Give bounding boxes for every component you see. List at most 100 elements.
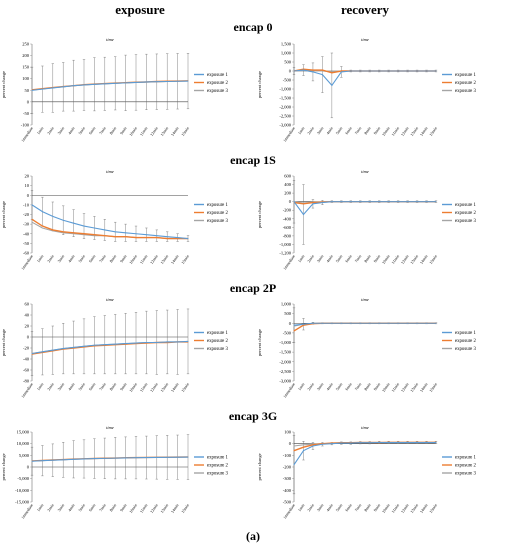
data-point-exposure-1 [388,322,390,324]
x-tick-label: 8min [363,126,372,136]
x-tick-label: 12min [149,126,159,137]
chart-encap2p-exposure: time 60 40 20 0 -20 -40 -60 -80 percent change imm… [1,297,229,398]
chart-encap3g-exposure: time 15,000 10,000 5,000 0 -5,000 -10,000 -15,0… [1,425,229,520]
data-point-exposure-1 [407,322,409,324]
y-axis-title: percent change [1,71,6,98]
y-tick-label: -600 [283,225,292,230]
data-point-exposure-1 [350,322,352,324]
y-axis-title: percent change [257,201,262,228]
y-tick-label: 0 [289,441,292,446]
data-point-exposure-1 [93,458,95,460]
x-tick-label: 7min [98,126,107,136]
y-tick-label: 15,000 [17,430,30,436]
x-tick-label: 10min [381,503,391,514]
x-tick-label: 7min [98,382,107,392]
legend-label-exposure-3: exposure 3 [207,219,229,224]
data-point-exposure-1 [83,458,85,460]
data-point-exposure-1 [187,238,189,240]
x-tick-label: 12min [149,382,159,393]
x-tick-label: 6min [344,254,353,264]
y-tick-label: -15,000 [15,500,30,506]
x-tick-label: immediate [282,382,296,399]
x-tick-label: 7min [98,254,107,264]
x-axis-title: time [106,37,114,42]
data-point-exposure-1 [331,443,333,445]
data-point-exposure-1 [73,458,75,460]
legend-label-exposure-3: exposure 3 [455,219,477,224]
x-tick-label: 14min [419,503,429,514]
y-tick-label: 5,000 [19,453,30,459]
data-point-exposure-1 [125,343,127,345]
data-point-exposure-1 [52,215,54,217]
x-tick-label: 4min [325,382,334,392]
y-tick-label: 250 [22,42,30,47]
y-tick-label: 150 [22,65,30,70]
data-point-exposure-1 [73,85,75,87]
series-line-exposure-1 [31,340,189,355]
chart-encap0-recovery: time 1,500 1,000 500 0 -500 -1,000 -1,500 -2,000… [257,37,477,142]
data-point-exposure-1 [416,442,418,443]
data-point-exposure-1 [388,70,390,72]
data-point-exposure-1 [135,233,137,235]
data-point-exposure-1 [350,70,352,72]
y-axis-title: percent change [1,201,6,228]
legend-label-exposure-3: exposure 3 [455,347,477,352]
data-point-exposure-3 [302,444,304,446]
x-tick-label: 11min [390,382,400,393]
data-point-exposure-1 [31,460,33,462]
x-tick-label: 4min [67,382,76,392]
y-tick-label: -30 [23,222,30,227]
y-tick-label: 500 [284,60,292,65]
series-line-exposure-1 [31,80,189,91]
data-point-exposure-1 [293,70,295,72]
data-point-exposure-1 [177,341,179,343]
data-point-exposure-1 [312,71,314,73]
x-tick-label: 9min [372,126,381,136]
x-tick-label: 13min [409,382,419,393]
series-line-exposure-1 [31,456,189,462]
data-point-exposure-1 [350,442,352,444]
data-point-exposure-1 [177,237,179,239]
x-tick-label: 5min [77,503,86,513]
x-tick-label: immediate [20,126,34,143]
y-tick-label: -20 [23,212,30,217]
series-line-exposure-3 [31,80,189,91]
data-point-exposure-1 [31,353,33,354]
x-tick-label: 11min [139,382,149,393]
x-tick-label: 11min [139,503,149,514]
y-tick-label: 0 [289,321,292,326]
data-point-exposure-2 [302,324,304,326]
x-tick-label: 1min [36,254,45,264]
data-point-exposure-1 [31,89,33,91]
data-point-exposure-1 [302,69,304,71]
x-tick-label: 5min [335,382,344,392]
legend-label-exposure-1: exposure 1 [455,73,477,78]
x-tick-label: 12min [149,503,159,514]
x-tick-label: 11min [390,503,400,514]
series-line-exposure-1 [293,201,436,216]
data-point-exposure-2 [83,233,85,235]
y-tick-label: -1,000 [279,242,291,248]
data-point-exposure-1 [369,70,371,72]
x-tick-label: 13min [409,254,419,265]
y-tick-label: -3,000 [279,379,291,385]
x-tick-label: 12min [400,254,410,265]
x-tick-label: 13min [409,503,419,514]
legend-label-exposure-1: exposure 1 [455,203,477,208]
chart-encap3g-recovery: time 100 0 -100 -200 -300 -400 -500 percent chan… [257,425,477,519]
x-tick-label: 10min [381,254,391,265]
data-point-exposure-2 [73,232,75,234]
x-tick-label: 3min [56,126,65,136]
data-point-exposure-1 [359,322,361,324]
x-axis-title: time [106,169,114,174]
data-point-exposure-2 [93,234,95,236]
y-tick-label: -10 [23,202,30,207]
data-point-exposure-1 [114,231,116,233]
x-axis-title: time [361,425,369,430]
y-tick-label: -1,500 [279,96,291,102]
x-tick-label: immediate [20,503,34,520]
data-point-exposure-1 [350,201,352,203]
legend-label-exposure-2: exposure 2 [207,464,229,469]
x-tick-label: 5min [335,503,344,513]
data-point-exposure-1 [156,235,158,237]
